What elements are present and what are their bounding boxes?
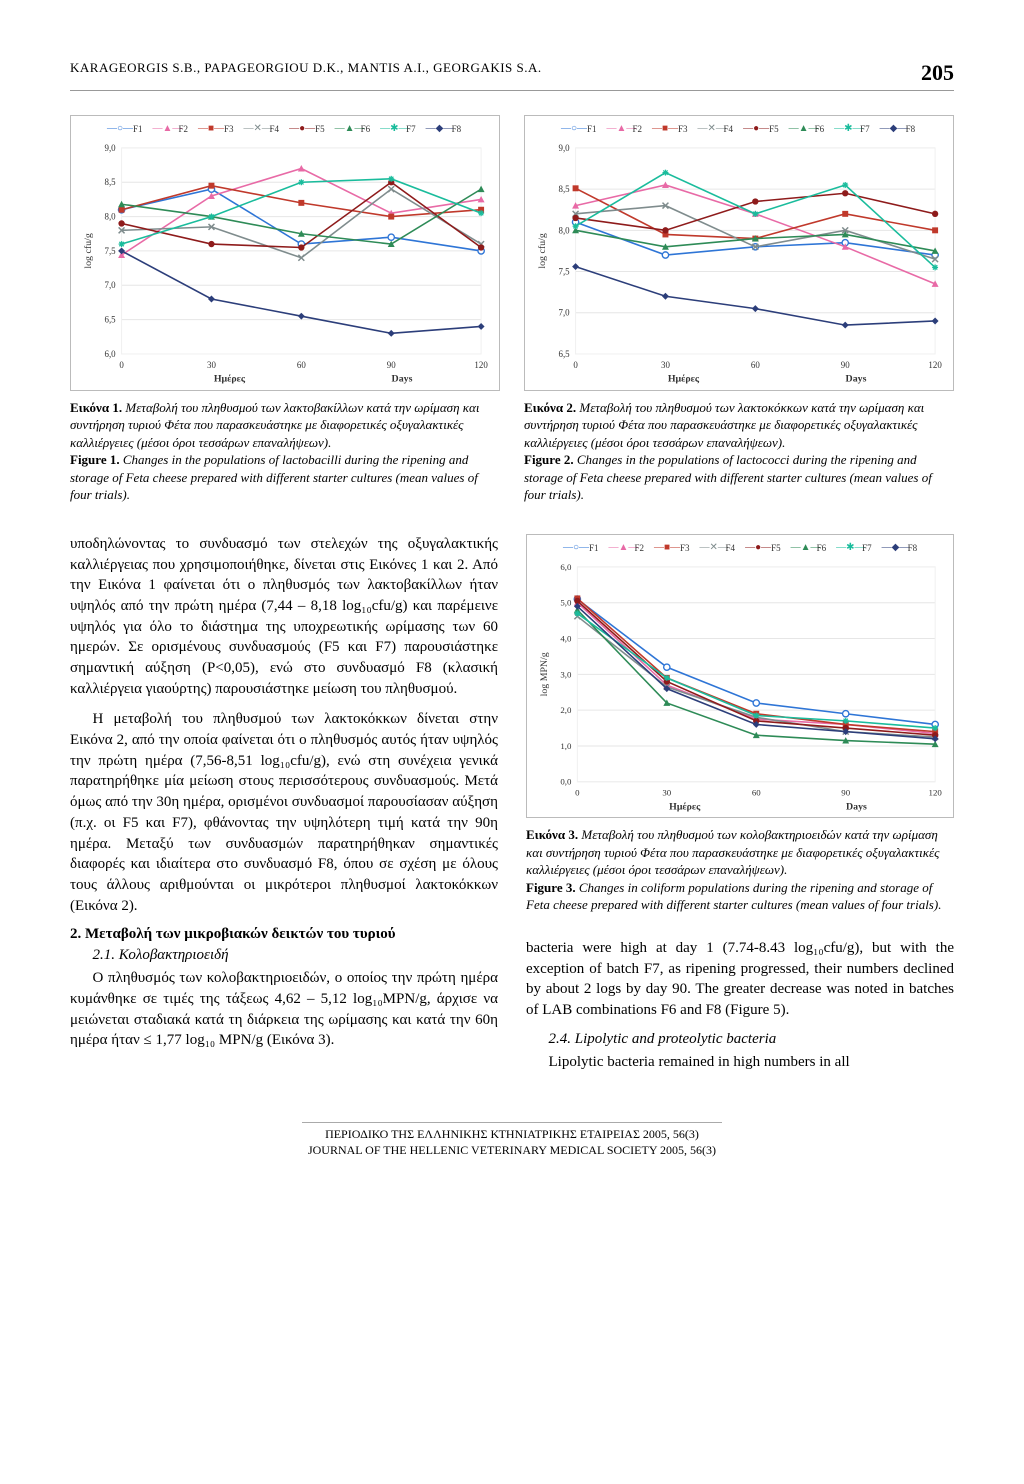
svg-text:8,0: 8,0 xyxy=(104,212,116,222)
legend-item: —▲—F6 xyxy=(789,124,825,134)
svg-text:60: 60 xyxy=(751,360,760,370)
legend-item: —▲—F6 xyxy=(791,543,827,553)
right-column: —○—F1 —▲—F2 —■—F3 —✕—F4 —●—F5 —▲—F6 —✱—F7 —◆—F8… xyxy=(526,534,954,1082)
subsection-heading: 2.1. Κολοβακτηριοειδή xyxy=(93,947,499,964)
legend-item: —✕—F4 xyxy=(244,124,280,134)
legend-item: —■—F3 xyxy=(198,124,234,134)
svg-text:4,0: 4,0 xyxy=(560,633,572,643)
legend-item: —○—F1 xyxy=(107,124,143,134)
svg-text:8,0: 8,0 xyxy=(558,225,570,235)
svg-text:0: 0 xyxy=(573,360,578,370)
svg-text:7,5: 7,5 xyxy=(104,246,116,256)
figure-1-svg: 6,0 6,5 7,0 7,5 8,0 8,5 9,0 0 30 60 90 120 log cfu/g… xyxy=(77,140,493,388)
legend-item: —▲—F2 xyxy=(153,124,189,134)
svg-text:8,5: 8,5 xyxy=(558,184,570,194)
svg-text:0: 0 xyxy=(575,787,580,797)
legend-item: —○—F1 xyxy=(563,543,599,553)
svg-text:6,5: 6,5 xyxy=(104,315,116,325)
svg-text:30: 30 xyxy=(207,360,216,370)
svg-text:90: 90 xyxy=(841,360,850,370)
legend-item: —◆—F8 xyxy=(880,124,916,134)
figure-1-legend: —○—F1 —▲—F2 —■—F3 —✕—F4 —●—F5 —▲—F6 —✱—F7 —◆—F8 xyxy=(77,122,493,140)
figure-2-svg: 6,5 7,0 7,5 8,0 8,5 9,0 0 30 60 90 120 log cfu/g Ημέ… xyxy=(531,140,947,388)
svg-text:60: 60 xyxy=(752,787,761,797)
svg-text:2,0: 2,0 xyxy=(560,705,572,715)
section-heading: 2. Μεταβολή των μικροβιακών δεικτών του … xyxy=(70,926,498,943)
svg-text:8,5: 8,5 xyxy=(104,177,116,187)
svg-text:Days: Days xyxy=(846,374,867,385)
page-number: 205 xyxy=(921,60,954,86)
svg-text:30: 30 xyxy=(661,360,670,370)
svg-text:Ημέρες: Ημέρες xyxy=(668,374,700,385)
svg-text:7,5: 7,5 xyxy=(558,267,570,277)
svg-text:Days: Days xyxy=(846,801,867,812)
legend-item: —◆—F8 xyxy=(882,543,918,553)
page-footer: ΠΕΡΙΟΔΙΚΟ ΤΗΣ ΕΛΛΗΝΙΚΗΣ ΚΤΗΝΙΑΤΡΙΚΗΣ ΕΤΑ… xyxy=(70,1122,954,1158)
paragraph: Ο πληθυσμός των κολοβακτηριοειδών, ο οπο… xyxy=(70,968,498,1051)
svg-text:9,0: 9,0 xyxy=(104,143,116,153)
figure-3-chart: —○—F1 —▲—F2 —■—F3 —✕—F4 —●—F5 —▲—F6 —✱—F7 —◆—F8… xyxy=(526,534,954,818)
figure-2-caption: Εικόνα 2. Μεταβολή του πληθυσμού των λακ… xyxy=(524,399,954,504)
figure-2-chart: —○—F1 —▲—F2 —■—F3 —✕—F4 —●—F5 —▲—F6 —✱—F7 —◆—F8… xyxy=(524,115,954,391)
svg-text:Ημέρες: Ημέρες xyxy=(214,374,246,385)
svg-text:120: 120 xyxy=(928,360,942,370)
svg-text:9,0: 9,0 xyxy=(558,143,570,153)
legend-item: —■—F3 xyxy=(654,543,690,553)
legend-item: —✱—F7 xyxy=(836,543,872,553)
running-header: KARAGEORGIS S.B., PAPAGEORGIOU D.K., MAN… xyxy=(70,60,954,91)
paragraph: bacteria were high at day 1 (7.74-8.43 l… xyxy=(526,938,954,1021)
paragraph: Lipolytic bacteria remained in high numb… xyxy=(526,1052,954,1073)
svg-text:0: 0 xyxy=(119,360,124,370)
legend-item: —◆—F8 xyxy=(426,124,462,134)
svg-text:7,0: 7,0 xyxy=(104,280,116,290)
paragraph: υποδηλώνοντας το συνδυασμό των στελεχών … xyxy=(70,534,498,700)
svg-text:60: 60 xyxy=(297,360,306,370)
svg-text:3,0: 3,0 xyxy=(560,669,572,679)
svg-text:0,0: 0,0 xyxy=(560,777,572,787)
legend-item: —✕—F4 xyxy=(698,124,734,134)
footer-english: JOURNAL OF THE HELLENIC VETERINARY MEDIC… xyxy=(70,1143,954,1159)
legend-item: —✱—F7 xyxy=(380,124,416,134)
figure-1-caption: Εικόνα 1. Μεταβολή του πληθυσμού των λακ… xyxy=(70,399,500,504)
authors: KARAGEORGIS S.B., PAPAGEORGIOU D.K., MAN… xyxy=(70,60,542,86)
svg-text:log cfu/g: log cfu/g xyxy=(537,233,548,268)
footer-greek: ΠΕΡΙΟΔΙΚΟ ΤΗΣ ΕΛΛΗΝΙΚΗΣ ΚΤΗΝΙΑΤΡΙΚΗΣ ΕΤΑ… xyxy=(70,1127,954,1143)
paragraph: Η μεταβολή του πληθυσμού των λακτοκόκκων… xyxy=(70,709,498,916)
svg-text:Days: Days xyxy=(392,374,413,385)
legend-item: —✱—F7 xyxy=(834,124,870,134)
figure-3-svg: 0,0 1,0 2,0 3,0 4,0 5,0 6,0 0 30 60 90 120 log MPN/g… xyxy=(533,559,947,815)
svg-text:log MPN/g: log MPN/g xyxy=(539,652,550,696)
legend-item: —▲—F2 xyxy=(607,124,643,134)
svg-text:5,0: 5,0 xyxy=(560,598,572,608)
legend-item: —●—F5 xyxy=(745,543,781,553)
svg-text:30: 30 xyxy=(662,787,671,797)
legend-item: —▲—F6 xyxy=(335,124,371,134)
svg-text:6,0: 6,0 xyxy=(560,562,572,572)
svg-text:120: 120 xyxy=(474,360,488,370)
figure-3-legend: —○—F1 —▲—F2 —■—F3 —✕—F4 —●—F5 —▲—F6 —✱—F7 —◆—F8 xyxy=(533,541,947,559)
figure-1-chart: —○—F1 —▲—F2 —■—F3 —✕—F4 —●—F5 —▲—F6 —✱—F7 —◆—F8… xyxy=(70,115,500,391)
legend-item: —○—F1 xyxy=(561,124,597,134)
figure-2-legend: —○—F1 —▲—F2 —■—F3 —✕—F4 —●—F5 —▲—F6 —✱—F7 —◆—F8 xyxy=(531,122,947,140)
figure-3-caption: Εικόνα 3. Μεταβολή του πληθυσμού των κολ… xyxy=(526,826,954,914)
svg-text:6,0: 6,0 xyxy=(104,349,116,359)
left-column: υποδηλώνοντας το συνδυασμό των στελεχών … xyxy=(70,534,498,1082)
legend-item: —●—F5 xyxy=(743,124,779,134)
svg-text:90: 90 xyxy=(387,360,396,370)
legend-item: —▲—F2 xyxy=(609,543,645,553)
legend-item: —■—F3 xyxy=(652,124,688,134)
svg-text:120: 120 xyxy=(929,787,943,797)
svg-text:7,0: 7,0 xyxy=(558,308,570,318)
svg-text:90: 90 xyxy=(841,787,850,797)
svg-text:log cfu/g: log cfu/g xyxy=(83,233,94,268)
subsection-heading: 2.4. Lipolytic and proteolytic bacteria xyxy=(549,1031,955,1048)
svg-text:Ημέρες: Ημέρες xyxy=(669,801,701,812)
svg-text:1,0: 1,0 xyxy=(560,741,572,751)
svg-text:6,5: 6,5 xyxy=(558,349,570,359)
legend-item: —●—F5 xyxy=(289,124,325,134)
legend-item: —✕—F4 xyxy=(700,543,736,553)
